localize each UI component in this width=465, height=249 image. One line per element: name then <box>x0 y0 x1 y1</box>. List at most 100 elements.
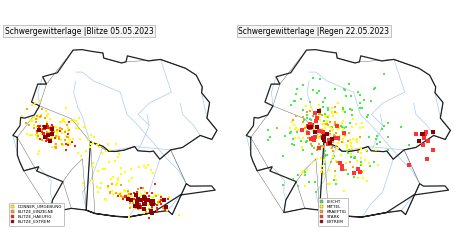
Point <box>134 207 141 211</box>
Point <box>311 138 318 142</box>
Point <box>73 119 80 123</box>
Point <box>139 195 146 199</box>
Point <box>32 117 40 121</box>
Point <box>329 140 337 144</box>
Point <box>354 150 362 154</box>
Point <box>59 119 66 123</box>
Point <box>351 155 359 159</box>
Point <box>304 123 311 127</box>
Point <box>116 192 124 196</box>
Point <box>326 138 333 142</box>
Point <box>67 119 74 123</box>
Point <box>336 134 343 138</box>
Point <box>33 131 40 135</box>
Point <box>350 156 358 160</box>
Point <box>330 133 338 137</box>
Point <box>321 137 329 141</box>
Point <box>306 125 314 129</box>
Point <box>313 126 321 130</box>
Point <box>306 122 313 126</box>
Point <box>142 197 149 201</box>
Point <box>147 209 155 213</box>
Point <box>160 198 167 202</box>
Point <box>307 105 315 109</box>
Point <box>134 190 142 194</box>
Point <box>37 132 45 136</box>
Point <box>380 124 388 128</box>
Point <box>339 125 346 129</box>
Point <box>149 191 156 195</box>
Point <box>310 136 317 140</box>
Point <box>341 133 349 137</box>
Point <box>354 90 361 94</box>
Point <box>327 146 334 150</box>
Point <box>339 109 346 113</box>
Point <box>33 125 40 129</box>
Point <box>157 195 165 199</box>
Point <box>312 190 320 194</box>
Point <box>65 135 72 139</box>
Point <box>140 207 147 211</box>
Point <box>143 198 150 202</box>
Point <box>147 199 155 203</box>
Point <box>35 149 43 153</box>
Point <box>113 181 120 185</box>
Point <box>94 190 102 194</box>
Point <box>48 134 55 138</box>
Point <box>133 190 140 194</box>
Point <box>429 148 437 152</box>
Point <box>326 128 334 132</box>
Point <box>141 190 148 194</box>
Point <box>343 145 351 149</box>
Point <box>133 196 141 200</box>
Point <box>325 115 332 119</box>
Point <box>319 123 326 126</box>
Point <box>119 197 126 201</box>
Point <box>357 146 364 150</box>
Point <box>76 137 84 141</box>
Point <box>151 183 159 187</box>
Point <box>300 118 308 122</box>
Point <box>131 191 138 195</box>
Point <box>29 103 36 107</box>
Point <box>74 122 82 125</box>
Point <box>316 112 324 116</box>
Point <box>145 216 152 220</box>
Point <box>125 215 133 219</box>
Point <box>39 127 46 131</box>
Point <box>300 136 307 140</box>
Point <box>299 169 307 173</box>
Point <box>331 120 339 124</box>
Point <box>117 194 125 198</box>
Point <box>310 129 317 133</box>
Point <box>115 194 122 198</box>
Point <box>339 167 346 171</box>
Point <box>311 111 318 115</box>
Point <box>352 138 359 142</box>
Point <box>162 205 170 209</box>
Point <box>39 124 46 127</box>
Point <box>44 126 52 130</box>
Legend: DONNER_UMGEBUNG, BLITZE_EINZELNE, BLITZE_HAEUFIG, BLITZE_EXTREM: DONNER_UMGEBUNG, BLITZE_EINZELNE, BLITZE… <box>9 203 64 226</box>
Point <box>108 182 115 186</box>
Point <box>358 106 365 110</box>
Point <box>56 129 64 133</box>
Point <box>357 163 365 167</box>
Point <box>322 123 329 126</box>
Point <box>58 138 65 142</box>
Point <box>140 211 147 215</box>
Point <box>292 114 300 118</box>
Point <box>148 211 156 215</box>
Polygon shape <box>13 50 217 217</box>
Point <box>299 108 307 112</box>
Point <box>374 163 382 167</box>
Point <box>301 125 309 129</box>
Point <box>329 154 337 158</box>
Point <box>140 193 148 197</box>
Point <box>41 124 48 128</box>
Point <box>33 114 40 118</box>
Point <box>319 131 326 135</box>
Point <box>318 164 325 168</box>
Point <box>146 202 153 206</box>
Point <box>145 207 153 211</box>
